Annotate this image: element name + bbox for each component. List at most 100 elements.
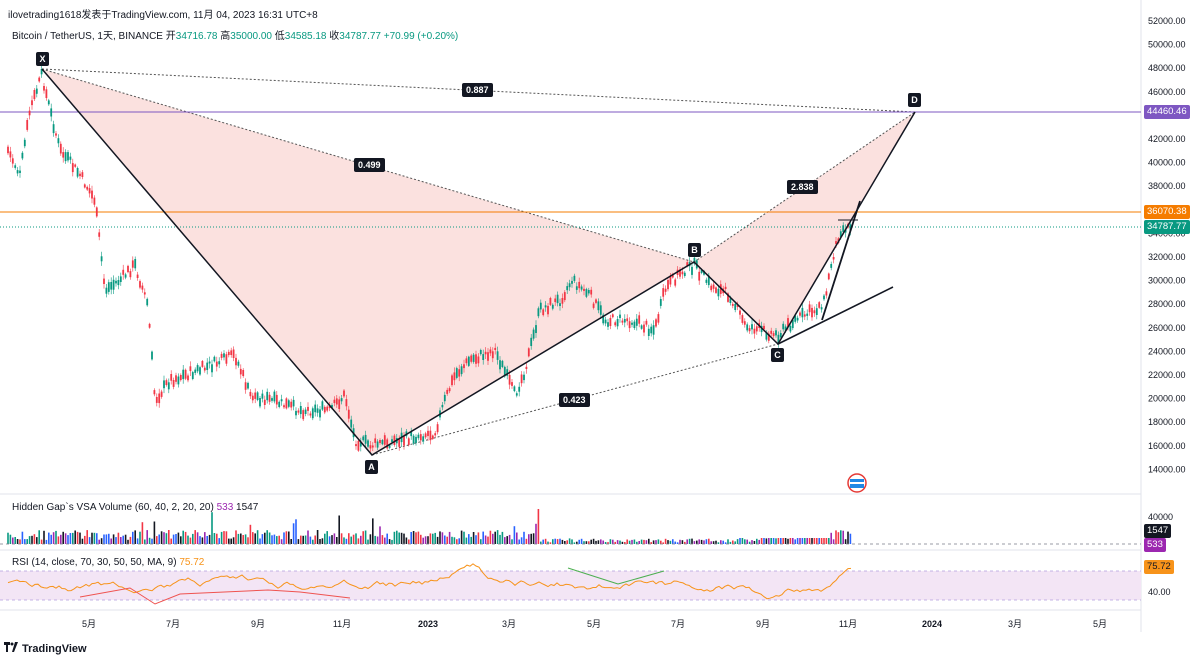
time-axis-label: 5月: [82, 619, 96, 629]
volume-bar: [420, 534, 422, 544]
symbol-legend[interactable]: Bitcoin / TetherUS, 1天, BINANCE 开34716.7…: [12, 27, 458, 42]
bcd-triangle[interactable]: [694, 112, 915, 344]
candle-body: [535, 325, 537, 333]
volume-histogram[interactable]: [7, 509, 852, 544]
volume-bar: [160, 531, 163, 544]
candle-body: [568, 283, 571, 288]
volume-bar: [9, 534, 12, 544]
volume-bar: [782, 538, 784, 544]
volume-bar: [482, 531, 484, 544]
price-axis[interactable]: 52000.0050000.0048000.0046000.0044000.00…: [1148, 16, 1186, 474]
volume-bar: [684, 541, 686, 544]
volume-bar: [542, 539, 544, 544]
volume-legend-title[interactable]: Hidden Gap`s VSA Volume (60, 40, 2, 20, …: [12, 502, 214, 513]
xabcd-pattern-legs[interactable]: [41, 68, 916, 456]
volume-bar: [88, 537, 91, 544]
volume-bar: [33, 534, 36, 544]
volume-bar: [612, 539, 614, 544]
candle-body: [167, 382, 170, 390]
orange-level-tag[interactable]: 36070.38: [1144, 205, 1190, 219]
candle-body: [523, 374, 525, 381]
volume-bar: [727, 539, 729, 544]
candle-body: [295, 410, 297, 416]
volume-bar: [703, 540, 705, 544]
candle-body: [511, 382, 513, 386]
volume-bar: [758, 539, 760, 544]
candle-body: [93, 197, 96, 205]
candle-body: [832, 257, 835, 260]
point-x-label[interactable]: X: [36, 52, 49, 66]
volume-bar: [633, 539, 636, 544]
symbol-name[interactable]: Bitcoin / TetherUS, 1天, BINANCE: [12, 31, 163, 42]
candle-body: [379, 440, 381, 443]
last-price-tag[interactable]: 34787.77: [1144, 220, 1190, 234]
volume-bar: [604, 542, 607, 544]
candle-body: [508, 374, 511, 385]
ratio-xb-label[interactable]: 0.499: [354, 158, 385, 172]
volume-bar: [576, 541, 578, 544]
candle-body: [33, 90, 36, 100]
ratio-bd-label[interactable]: 2.838: [787, 180, 818, 194]
candle-body: [441, 404, 444, 408]
volume-bar: [732, 540, 734, 544]
candle-body: [791, 319, 794, 329]
candle-body: [436, 424, 439, 433]
rsi-line[interactable]: [7, 563, 852, 600]
candle-body: [52, 124, 55, 134]
candle-body: [470, 355, 473, 362]
volume-bar: [655, 540, 657, 544]
xab-triangle[interactable]: [42, 69, 694, 455]
rising-trendline[interactable]: [821, 200, 861, 321]
candle-body: [347, 409, 350, 419]
candlestick-series[interactable]: [7, 65, 852, 453]
candle-body: [532, 329, 535, 339]
volume-bar: [168, 530, 170, 544]
rsi-divergence-line-1[interactable]: [567, 567, 619, 585]
volume-bar: [648, 538, 650, 544]
point-b-label[interactable]: B: [688, 243, 701, 257]
candle-body: [789, 325, 792, 332]
footer-brand: TradingView: [22, 642, 87, 655]
candle-body: [134, 259, 137, 269]
point-c-label[interactable]: C: [771, 348, 784, 362]
candle-body: [55, 133, 57, 136]
volume-bar: [765, 538, 768, 544]
volume-bar: [324, 533, 326, 544]
rsi-bearish-line[interactable]: [79, 587, 351, 605]
candle-body: [604, 319, 607, 324]
time-axis-label: 9月: [756, 619, 770, 629]
point-a-label[interactable]: A: [365, 460, 378, 474]
volume-bar: [381, 535, 384, 544]
candle-body: [419, 434, 422, 441]
rsi-legend[interactable]: RSI (14, close, 70, 30, 50, 50, MA, 9) 7…: [12, 557, 204, 568]
volume-legend[interactable]: Hidden Gap`s VSA Volume (60, 40, 2, 20, …: [12, 502, 258, 513]
volume-533-tag: 533: [1144, 538, 1166, 552]
support-trendline[interactable]: [777, 286, 894, 345]
candle-body: [583, 288, 585, 291]
rsi-legend-title[interactable]: RSI (14, close, 70, 30, 50, 50, MA, 9): [12, 557, 177, 568]
volume-bar: [561, 539, 564, 544]
ratio-ac-label[interactable]: 0.423: [559, 393, 590, 407]
purple-level-tag[interactable]: 44460.46: [1144, 105, 1190, 119]
ratio-xd-label[interactable]: 0.887: [462, 83, 493, 97]
candle-body: [717, 288, 720, 297]
rsi-divergence-line-2[interactable]: [617, 570, 665, 585]
volume-bar: [756, 538, 758, 544]
xb-dotted-line[interactable]: [41, 68, 695, 263]
time-axis[interactable]: 5月 7月 9月 11月 2023 3月 5月 7月 9月 11月 2024 3月 5月: [82, 619, 1107, 629]
volume-bar: [705, 539, 708, 544]
volume-bar: [513, 526, 516, 544]
volume-bar: [21, 531, 24, 544]
candle-body: [503, 366, 506, 377]
volume-bar: [460, 530, 463, 544]
candle-body: [131, 260, 134, 268]
volume-bar: [336, 537, 338, 544]
candle-body: [256, 392, 259, 400]
volume-bar: [458, 538, 460, 544]
volume-bar: [444, 535, 446, 544]
point-d-label[interactable]: D: [908, 93, 921, 107]
candle-body: [431, 435, 434, 439]
volume-bar: [192, 533, 194, 544]
volume-bar: [808, 538, 811, 544]
